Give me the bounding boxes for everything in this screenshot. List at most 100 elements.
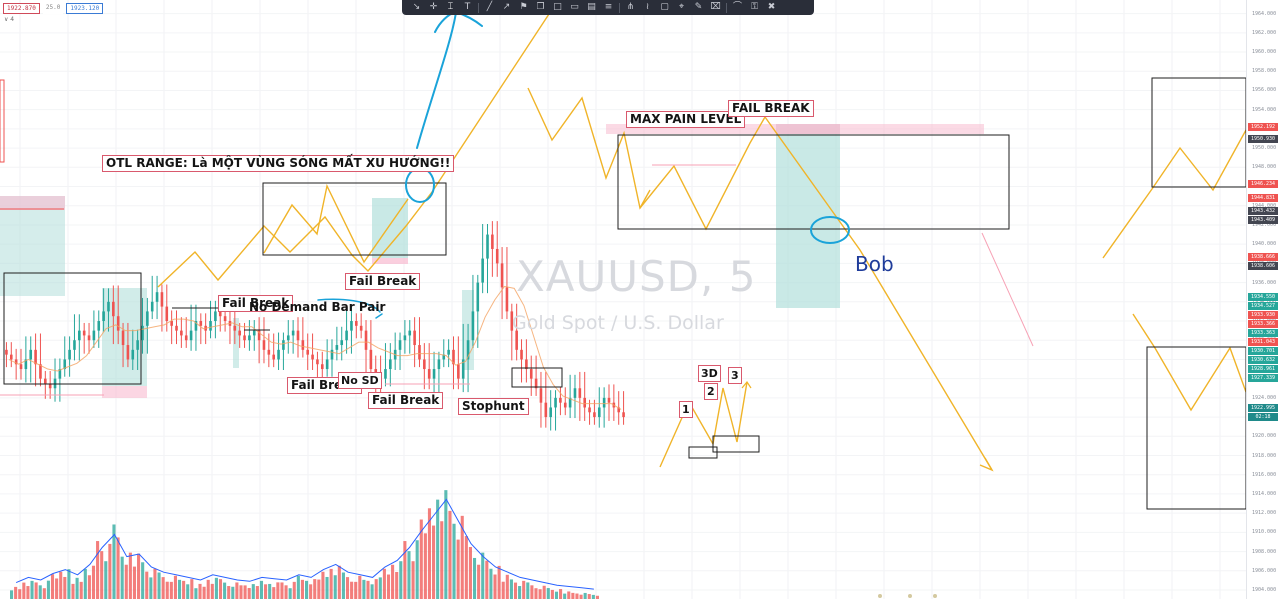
demand-zone — [233, 318, 239, 368]
volume-bar — [251, 584, 255, 599]
candle-body — [602, 397, 606, 408]
supply-zone — [102, 386, 147, 398]
volume-bar — [182, 580, 186, 599]
candle-body — [505, 287, 509, 312]
price-tick: 1908.000 — [1252, 548, 1277, 555]
volume-bar — [300, 579, 304, 599]
indicator-toggle[interactable]: ∨ 4 — [4, 16, 15, 23]
volume-bar — [280, 582, 284, 599]
otl-range-label[interactable]: OTL RANGE: Là MỘT VÙNG SÓNG MẤT XU HƯỚNG… — [102, 155, 455, 172]
stophunt-label[interactable]: Stophunt — [458, 398, 529, 415]
cross-icon[interactable]: ✛ — [429, 2, 438, 12]
candle-body — [466, 340, 470, 360]
range-box-left — [3, 272, 142, 385]
note-icon[interactable]: □ — [553, 2, 562, 12]
volume-bar — [526, 582, 530, 599]
price-tick: 1916.000 — [1252, 471, 1277, 478]
volume-bar — [329, 568, 333, 599]
volume-bar — [100, 551, 104, 599]
volume-bar — [358, 575, 362, 599]
candle-body — [350, 321, 353, 331]
price-tag: 1933.366 — [1248, 319, 1278, 328]
bid-price[interactable]: 1922.870 — [3, 3, 40, 14]
volume-dot — [908, 594, 912, 598]
trash-icon[interactable]: ✖ — [767, 2, 776, 12]
price-label-icon[interactable]: ▤ — [587, 2, 596, 12]
volume-bar — [186, 584, 190, 599]
candle-body — [68, 349, 71, 360]
cursor-icon[interactable]: ↘ — [412, 2, 421, 12]
candle-body — [568, 397, 572, 408]
volume-bar — [575, 593, 579, 599]
wave-3-label[interactable]: 3 — [728, 367, 742, 384]
fail-break-label-2[interactable]: Fail Break — [345, 273, 421, 290]
volume-bar — [50, 574, 55, 599]
fib-icon[interactable]: ≡ — [604, 2, 613, 12]
volume-bar — [157, 572, 161, 599]
no-sd-label[interactable]: No SD — [338, 372, 382, 389]
candle-body — [58, 369, 62, 379]
eraser-icon[interactable]: ⌧ — [710, 2, 721, 12]
balloon-icon[interactable]: ▭ — [570, 2, 579, 12]
candle-body — [199, 321, 203, 326]
price-tag: 1922.995 — [1248, 403, 1278, 412]
candle-body — [252, 330, 256, 336]
candle-body — [301, 340, 305, 350]
fail-break-caps-label[interactable]: FAIL BREAK — [728, 100, 814, 117]
price-tag: 1952.192 — [1248, 123, 1278, 132]
wave-1-label[interactable]: 1 — [679, 401, 693, 418]
symbol-header: 1922.870 25.0 1923.120 — [3, 3, 104, 14]
candle-body — [286, 335, 290, 341]
wave-2-label[interactable]: 2 — [704, 383, 718, 400]
volume-bar — [509, 579, 513, 599]
price-tick: 1940.000 — [1252, 241, 1277, 248]
candle-body — [238, 330, 241, 336]
fork-icon[interactable]: ⋔ — [626, 2, 635, 12]
text-cursor-icon[interactable]: ⌶ — [447, 2, 454, 12]
flag-icon[interactable]: ⚑ — [519, 2, 528, 12]
price-tag: 1934.550 — [1248, 292, 1278, 301]
volume-bar — [227, 586, 231, 599]
volume-bar — [554, 591, 559, 599]
path-icon[interactable]: ≀ — [645, 2, 650, 12]
description-watermark: Gold Spot / U.S. Dollar — [512, 312, 724, 334]
volume-bar — [309, 584, 313, 599]
demand-zone — [776, 124, 840, 308]
wave-3d-label[interactable]: 3D — [698, 365, 721, 382]
brush-icon[interactable]: ✎ — [694, 2, 703, 12]
ask-price[interactable]: 1923.120 — [66, 3, 104, 14]
trend-line-icon[interactable]: ╱ — [486, 2, 493, 12]
ruler-icon[interactable]: ⌖ — [678, 2, 685, 12]
volume-bar — [493, 574, 497, 599]
volume-bar — [350, 581, 354, 599]
fail-break-label-1[interactable]: Fail Break — [218, 295, 294, 312]
fail-break-label-4[interactable]: Fail Break — [368, 392, 444, 409]
volume-bar — [243, 585, 247, 599]
left-edge-box — [0, 79, 5, 163]
volume-bar — [518, 586, 522, 599]
stophunt-box — [511, 367, 563, 388]
rectangle-icon[interactable]: ▢ — [660, 2, 669, 12]
volume-bar — [538, 589, 542, 599]
volume-bar — [382, 568, 386, 599]
candle-body — [116, 316, 120, 331]
callout-icon[interactable]: ❐ — [536, 2, 545, 12]
max-pain-label[interactable]: MAX PAIN LEVEL — [626, 111, 746, 128]
candle-body — [369, 349, 373, 370]
volume-bar — [341, 572, 345, 599]
price-tag: 1930.701 — [1248, 346, 1278, 355]
text-icon[interactable]: T — [464, 2, 471, 12]
candle-body — [291, 330, 295, 336]
volume-bar — [34, 582, 38, 599]
lock-icon[interactable]: ⚿ — [751, 2, 758, 12]
price-axis[interactable]: 1964.000 1962.000 1960.000 1958.000 1956.000… — [1246, 0, 1280, 599]
bob-label[interactable]: Bob — [855, 252, 894, 276]
toolbar-separator — [478, 2, 479, 13]
price-tag: 1938.666 — [1248, 252, 1278, 261]
arrow-icon[interactable]: ↗ — [502, 2, 511, 12]
candle-body — [282, 340, 285, 350]
curve-icon[interactable]: ⌒ — [732, 2, 742, 12]
no-demand-label[interactable]: No Demand Bar Pair — [249, 300, 386, 314]
price-tick: 1956.000 — [1252, 87, 1277, 94]
